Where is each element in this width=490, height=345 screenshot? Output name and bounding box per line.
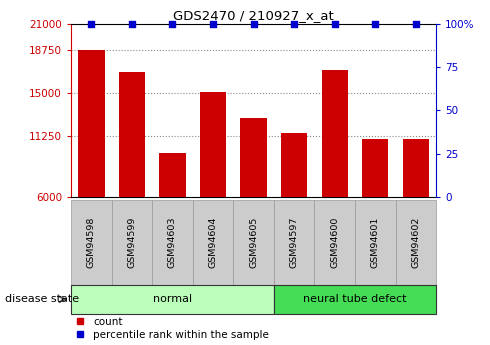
Point xyxy=(412,21,420,27)
Text: GSM94597: GSM94597 xyxy=(290,217,298,268)
Point xyxy=(249,21,258,27)
Bar xyxy=(78,50,104,197)
Text: neural tube defect: neural tube defect xyxy=(303,294,407,304)
Text: GSM94602: GSM94602 xyxy=(411,217,420,268)
Point xyxy=(371,21,379,27)
Bar xyxy=(159,153,186,197)
Point xyxy=(87,21,95,27)
Point xyxy=(128,21,136,27)
Bar xyxy=(200,92,226,197)
Point xyxy=(169,21,176,27)
Bar xyxy=(403,139,429,197)
Text: GSM94605: GSM94605 xyxy=(249,217,258,268)
Text: GSM94600: GSM94600 xyxy=(330,217,339,268)
Bar xyxy=(119,72,145,197)
Bar xyxy=(362,139,389,197)
Text: GSM94599: GSM94599 xyxy=(127,217,136,268)
Title: GDS2470 / 210927_x_at: GDS2470 / 210927_x_at xyxy=(173,9,334,22)
Text: normal: normal xyxy=(153,294,192,304)
Point xyxy=(290,21,298,27)
Bar xyxy=(241,118,267,197)
Legend: count, percentile rank within the sample: count, percentile rank within the sample xyxy=(76,317,269,340)
Bar xyxy=(321,70,348,197)
Text: GSM94598: GSM94598 xyxy=(87,217,96,268)
Bar xyxy=(281,134,307,197)
Point xyxy=(331,21,339,27)
Point xyxy=(209,21,217,27)
Text: GSM94601: GSM94601 xyxy=(371,217,380,268)
Text: GSM94604: GSM94604 xyxy=(209,217,218,268)
Text: disease state: disease state xyxy=(5,294,79,304)
Text: GSM94603: GSM94603 xyxy=(168,217,177,268)
